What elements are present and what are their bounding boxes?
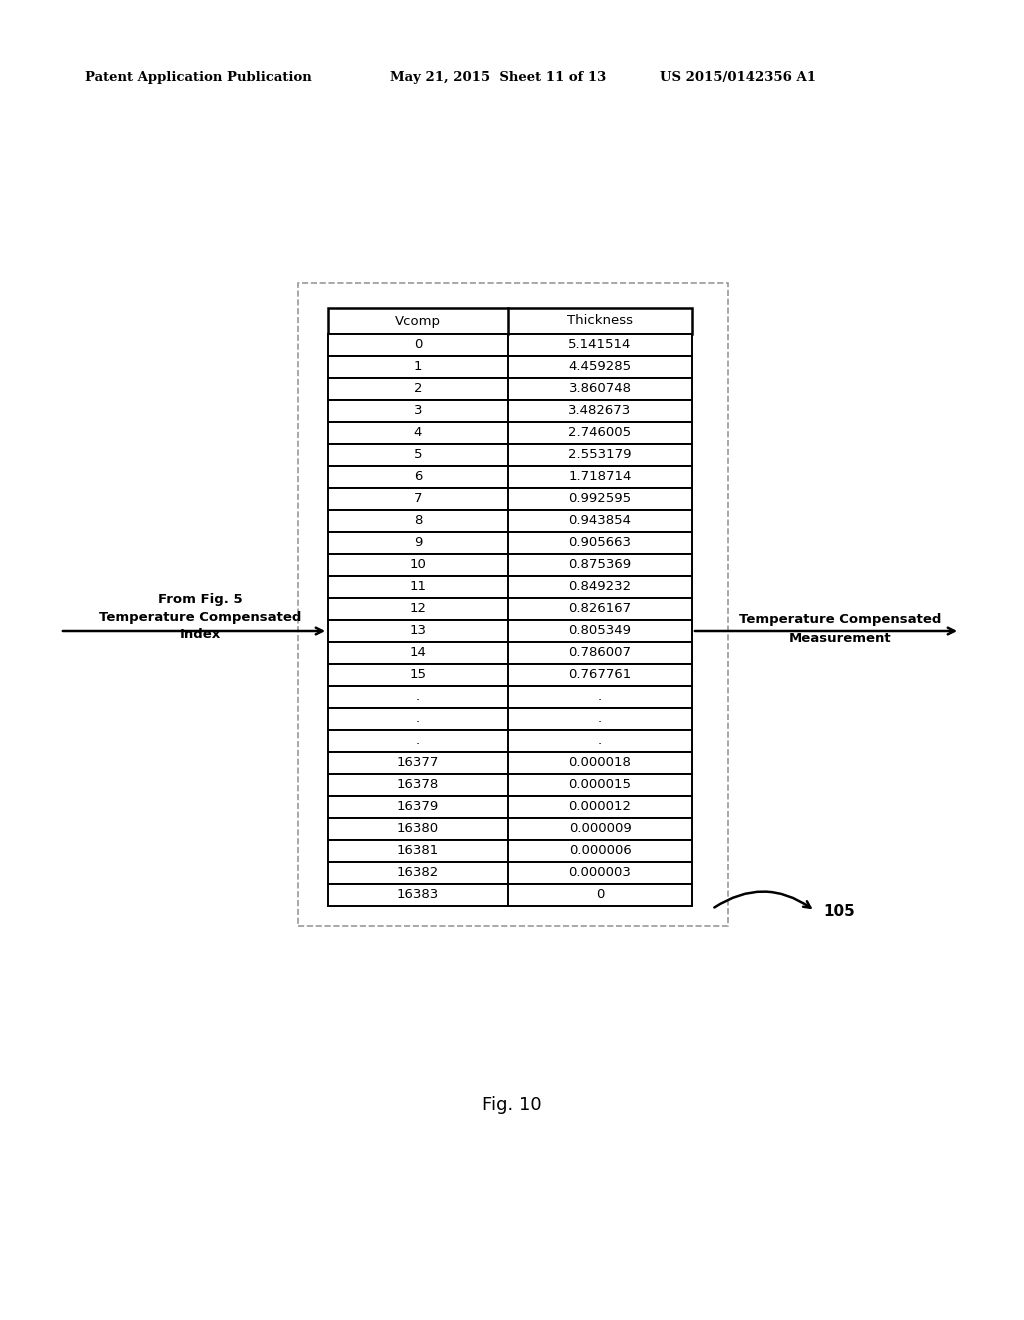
- Text: 0.786007: 0.786007: [568, 647, 632, 660]
- Text: 2: 2: [414, 383, 422, 396]
- Text: Fig. 10: Fig. 10: [482, 1096, 542, 1114]
- Text: 16377: 16377: [397, 756, 439, 770]
- Text: .: .: [416, 690, 420, 704]
- Text: 12: 12: [410, 602, 427, 615]
- Text: 16383: 16383: [397, 888, 439, 902]
- Text: 0: 0: [414, 338, 422, 351]
- Text: 105: 105: [823, 903, 855, 919]
- Text: 3.482673: 3.482673: [568, 404, 632, 417]
- Text: 0.000009: 0.000009: [568, 822, 632, 836]
- Text: .: .: [598, 734, 602, 747]
- Text: .: .: [416, 734, 420, 747]
- Text: May 21, 2015  Sheet 11 of 13: May 21, 2015 Sheet 11 of 13: [390, 71, 606, 84]
- Bar: [328, 664, 692, 686]
- Text: 0.849232: 0.849232: [568, 581, 632, 594]
- Bar: [328, 532, 692, 554]
- Text: 5.141514: 5.141514: [568, 338, 632, 351]
- Bar: [328, 444, 692, 466]
- Text: 7: 7: [414, 492, 422, 506]
- Text: 16379: 16379: [397, 800, 439, 813]
- Text: 0.767761: 0.767761: [568, 668, 632, 681]
- Text: 0.000015: 0.000015: [568, 779, 632, 792]
- Bar: [328, 400, 692, 422]
- Text: 4.459285: 4.459285: [568, 360, 632, 374]
- Bar: [328, 576, 692, 598]
- Text: 6: 6: [414, 470, 422, 483]
- Text: 4: 4: [414, 426, 422, 440]
- Text: 2.746005: 2.746005: [568, 426, 632, 440]
- Text: 0.943854: 0.943854: [568, 515, 632, 528]
- Text: 8: 8: [414, 515, 422, 528]
- Text: 0.805349: 0.805349: [568, 624, 632, 638]
- Text: 0.000006: 0.000006: [568, 845, 632, 858]
- Text: 0.000003: 0.000003: [568, 866, 632, 879]
- Text: 0.905663: 0.905663: [568, 536, 632, 549]
- Bar: [328, 686, 692, 708]
- Bar: [328, 620, 692, 642]
- Bar: [328, 466, 692, 488]
- Text: Thickness: Thickness: [567, 314, 633, 327]
- Text: .: .: [598, 713, 602, 726]
- Text: 2.553179: 2.553179: [568, 449, 632, 462]
- Bar: [328, 884, 692, 906]
- Text: Measurement: Measurement: [788, 631, 891, 644]
- Text: 9: 9: [414, 536, 422, 549]
- Text: 15: 15: [410, 668, 427, 681]
- Text: .: .: [598, 690, 602, 704]
- Bar: [328, 422, 692, 444]
- Text: Temperature Compensated: Temperature Compensated: [98, 610, 301, 623]
- Text: 1.718714: 1.718714: [568, 470, 632, 483]
- Bar: [298, 282, 728, 927]
- Bar: [328, 356, 692, 378]
- Text: Patent Application Publication: Patent Application Publication: [85, 71, 311, 84]
- Text: 0.875369: 0.875369: [568, 558, 632, 572]
- Text: 16378: 16378: [397, 779, 439, 792]
- Text: 0: 0: [596, 888, 604, 902]
- Text: 0.000012: 0.000012: [568, 800, 632, 813]
- Bar: [328, 752, 692, 774]
- Text: 0.992595: 0.992595: [568, 492, 632, 506]
- Bar: [328, 510, 692, 532]
- Text: Temperature Compensated: Temperature Compensated: [738, 614, 941, 627]
- Text: 16380: 16380: [397, 822, 439, 836]
- Text: 16381: 16381: [397, 845, 439, 858]
- Text: 3.860748: 3.860748: [568, 383, 632, 396]
- Bar: [328, 774, 692, 796]
- Bar: [328, 818, 692, 840]
- Bar: [328, 796, 692, 818]
- Bar: [328, 642, 692, 664]
- Text: US 2015/0142356 A1: US 2015/0142356 A1: [660, 71, 816, 84]
- Text: 11: 11: [410, 581, 427, 594]
- Text: 3: 3: [414, 404, 422, 417]
- Text: 0.826167: 0.826167: [568, 602, 632, 615]
- Text: Index: Index: [179, 628, 220, 642]
- Text: 14: 14: [410, 647, 426, 660]
- Text: 5: 5: [414, 449, 422, 462]
- Bar: [328, 554, 692, 576]
- Bar: [328, 840, 692, 862]
- Bar: [328, 730, 692, 752]
- Text: From Fig. 5: From Fig. 5: [158, 593, 243, 606]
- Text: 0.000018: 0.000018: [568, 756, 632, 770]
- Bar: [328, 862, 692, 884]
- Text: .: .: [416, 713, 420, 726]
- Bar: [328, 334, 692, 356]
- Text: Vcomp: Vcomp: [395, 314, 441, 327]
- Bar: [328, 488, 692, 510]
- Bar: [328, 598, 692, 620]
- Bar: [328, 308, 692, 334]
- Bar: [328, 708, 692, 730]
- Text: 13: 13: [410, 624, 427, 638]
- Text: 10: 10: [410, 558, 426, 572]
- Text: 16382: 16382: [397, 866, 439, 879]
- Text: 1: 1: [414, 360, 422, 374]
- Bar: [328, 378, 692, 400]
